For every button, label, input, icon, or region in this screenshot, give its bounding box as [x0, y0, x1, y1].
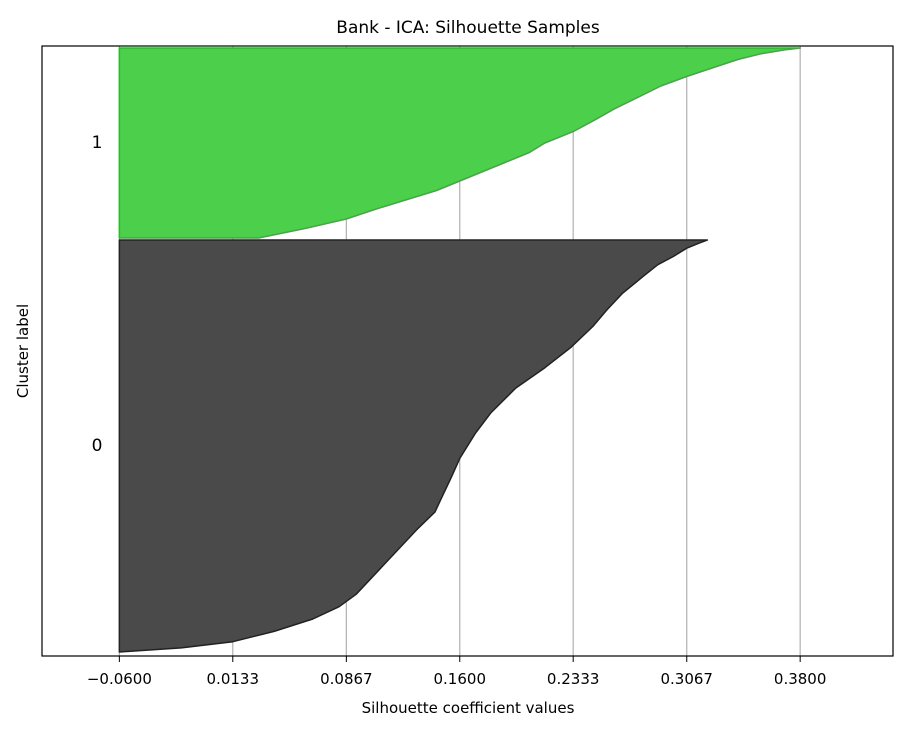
- x-tick-label: 0.3067: [660, 670, 713, 688]
- x-tick-label: 0.3800: [774, 670, 827, 688]
- cluster-1-silhouette: [118, 47, 801, 239]
- x-axis-ticks: −0.0600 0.0133 0.0867 0.1600 0.2333 0.3067 0.3…: [87, 656, 827, 688]
- x-tick-label: 0.1600: [434, 670, 487, 688]
- cluster-label-1: 1: [92, 133, 103, 153]
- chart-title: Bank - ICA: Silhouette Samples: [336, 18, 600, 38]
- x-tick-label: 0.2333: [547, 670, 600, 688]
- cluster-areas: [118, 47, 801, 653]
- plot-frame: [41, 45, 894, 657]
- x-axis-label: Silhouette coefficient values: [362, 699, 575, 717]
- cluster-0-silhouette: [118, 239, 709, 653]
- y-axis-label: Cluster label: [14, 304, 32, 398]
- cluster-labels: 01: [92, 133, 103, 456]
- cluster-label-0: 0: [92, 436, 103, 456]
- x-tick-label: 0.0867: [320, 670, 373, 688]
- x-tick-label: 0.0133: [207, 670, 260, 688]
- x-tick-label: −0.0600: [87, 670, 152, 688]
